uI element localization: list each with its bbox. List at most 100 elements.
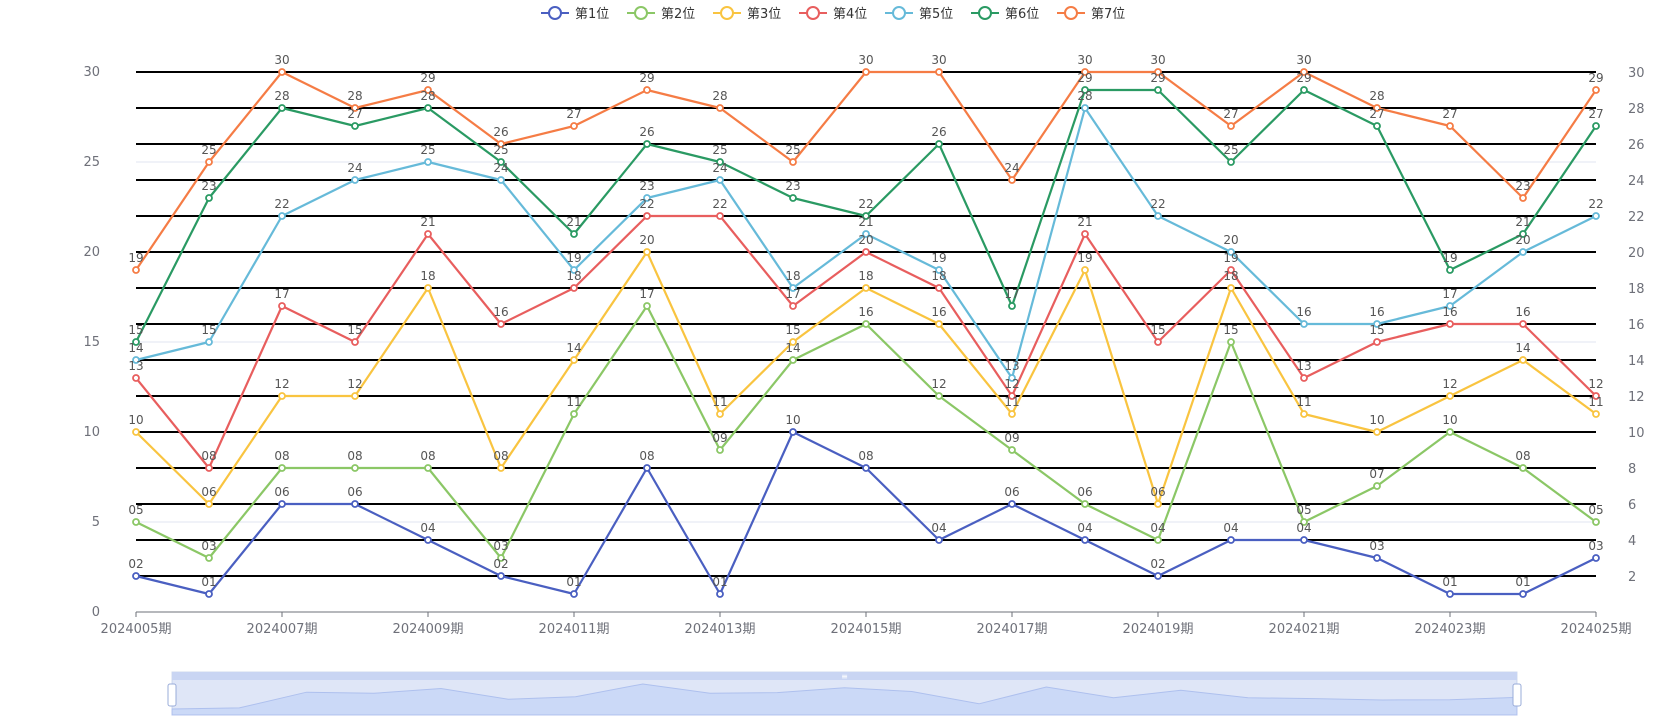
data-point[interactable] <box>643 464 651 472</box>
data-point[interactable] <box>1373 104 1381 112</box>
data-point[interactable] <box>1519 248 1527 256</box>
data-point[interactable] <box>1008 392 1016 400</box>
data-point[interactable] <box>278 392 286 400</box>
data-point[interactable] <box>716 104 724 112</box>
data-point[interactable] <box>1154 338 1162 346</box>
data-point[interactable] <box>1373 320 1381 328</box>
data-point[interactable] <box>1154 212 1162 220</box>
data-point[interactable] <box>1519 320 1527 328</box>
data-point[interactable] <box>716 446 724 454</box>
data-point[interactable] <box>862 230 870 238</box>
legend-item-1[interactable]: 第1位 <box>541 6 609 22</box>
data-point[interactable] <box>935 284 943 292</box>
data-point[interactable] <box>497 176 505 184</box>
data-point[interactable] <box>1008 374 1016 382</box>
data-point[interactable] <box>1008 176 1016 184</box>
data-point[interactable] <box>935 68 943 76</box>
data-point[interactable] <box>789 356 797 364</box>
data-point[interactable] <box>1227 266 1235 274</box>
data-point[interactable] <box>351 392 359 400</box>
data-point[interactable] <box>643 86 651 94</box>
data-point[interactable] <box>351 464 359 472</box>
data-point[interactable] <box>1081 68 1089 76</box>
data-point[interactable] <box>497 140 505 148</box>
data-point[interactable] <box>205 464 213 472</box>
data-point[interactable] <box>1300 320 1308 328</box>
data-point[interactable] <box>862 464 870 472</box>
data-point[interactable] <box>1008 446 1016 454</box>
data-point[interactable] <box>862 212 870 220</box>
data-point[interactable] <box>1154 572 1162 580</box>
data-point[interactable] <box>935 320 943 328</box>
data-point[interactable] <box>789 194 797 202</box>
data-point[interactable] <box>1300 374 1308 382</box>
data-point[interactable] <box>1446 392 1454 400</box>
data-point[interactable] <box>1446 590 1454 598</box>
data-point[interactable] <box>1227 536 1235 544</box>
data-point[interactable] <box>1081 230 1089 238</box>
data-point[interactable] <box>935 536 943 544</box>
data-point[interactable] <box>351 338 359 346</box>
data-point[interactable] <box>1519 356 1527 364</box>
legend-item-7[interactable]: 第7位 <box>1057 6 1125 22</box>
data-point[interactable] <box>643 140 651 148</box>
data-point[interactable] <box>132 356 140 364</box>
data-point[interactable] <box>1081 500 1089 508</box>
data-point[interactable] <box>424 230 432 238</box>
data-point[interactable] <box>1592 212 1600 220</box>
zoom-selected-range[interactable] <box>172 680 1517 715</box>
zoom-handle-left[interactable] <box>167 683 177 707</box>
data-point[interactable] <box>1300 518 1308 526</box>
data-point[interactable] <box>643 212 651 220</box>
data-point[interactable] <box>351 500 359 508</box>
data-point[interactable] <box>935 266 943 274</box>
data-point[interactable] <box>497 554 505 562</box>
data-point[interactable] <box>1446 266 1454 274</box>
data-point[interactable] <box>570 284 578 292</box>
data-point[interactable] <box>1300 410 1308 418</box>
data-point[interactable] <box>278 212 286 220</box>
data-point[interactable] <box>1154 536 1162 544</box>
data-point[interactable] <box>570 230 578 238</box>
data-point[interactable] <box>1227 284 1235 292</box>
data-point[interactable] <box>278 500 286 508</box>
data-point[interactable] <box>132 572 140 580</box>
data-point[interactable] <box>1592 518 1600 526</box>
data-point[interactable] <box>570 266 578 274</box>
data-point[interactable] <box>570 122 578 130</box>
data-point[interactable] <box>716 176 724 184</box>
data-point[interactable] <box>1446 302 1454 310</box>
data-point[interactable] <box>1008 302 1016 310</box>
data-point[interactable] <box>1227 122 1235 130</box>
data-point[interactable] <box>1227 248 1235 256</box>
data-point[interactable] <box>205 158 213 166</box>
data-point[interactable] <box>1519 230 1527 238</box>
data-point[interactable] <box>1227 338 1235 346</box>
zoom-move-bar[interactable] <box>172 672 1517 680</box>
data-point[interactable] <box>716 590 724 598</box>
data-point[interactable] <box>716 158 724 166</box>
data-point[interactable] <box>1300 68 1308 76</box>
data-point[interactable] <box>1008 500 1016 508</box>
data-point[interactable] <box>497 320 505 328</box>
data-point[interactable] <box>132 428 140 436</box>
data-point[interactable] <box>716 212 724 220</box>
data-point[interactable] <box>1373 122 1381 130</box>
data-point[interactable] <box>1373 428 1381 436</box>
data-point[interactable] <box>205 590 213 598</box>
data-point[interactable] <box>1227 158 1235 166</box>
data-point[interactable] <box>351 104 359 112</box>
data-point[interactable] <box>205 338 213 346</box>
legend-item-4[interactable]: 第4位 <box>799 6 867 22</box>
data-point[interactable] <box>1519 194 1527 202</box>
data-point[interactable] <box>132 338 140 346</box>
data-point[interactable] <box>497 464 505 472</box>
data-point[interactable] <box>1373 338 1381 346</box>
data-point[interactable] <box>205 554 213 562</box>
data-point[interactable] <box>1592 410 1600 418</box>
data-point[interactable] <box>789 302 797 310</box>
data-point[interactable] <box>862 68 870 76</box>
data-point[interactable] <box>424 464 432 472</box>
data-point[interactable] <box>1373 482 1381 490</box>
data-point[interactable] <box>278 68 286 76</box>
